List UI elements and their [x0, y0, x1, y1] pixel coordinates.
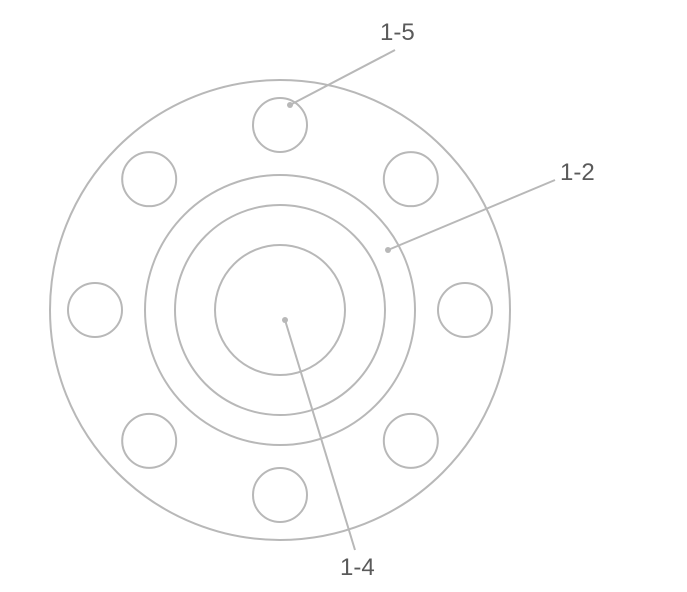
callout-annotations: 1-5 1-2 1-4: [282, 19, 595, 581]
outer-circle: [50, 80, 510, 540]
callout-line: [290, 50, 395, 105]
callout-label: 1-4: [340, 554, 375, 581]
callout-dot-icon: [287, 102, 293, 108]
bolt-hole: [384, 414, 438, 468]
callout-line: [388, 180, 555, 250]
bolt-hole: [384, 152, 438, 206]
bolt-hole: [253, 98, 307, 152]
callout-line: [285, 320, 355, 550]
callout-label: 1-5: [380, 19, 415, 46]
callout-dot-icon: [385, 247, 391, 253]
bolt-hole: [253, 468, 307, 522]
flange-shapes: [50, 80, 510, 540]
bolt-hole: [122, 414, 176, 468]
flange-diagram: 1-5 1-2 1-4: [0, 0, 687, 592]
ring-1-circle: [145, 175, 415, 445]
bolt-hole: [68, 283, 122, 337]
callout-dot-icon: [282, 317, 288, 323]
center-circle: [215, 245, 345, 375]
ring-2-circle: [175, 205, 385, 415]
callout-label: 1-2: [560, 159, 595, 186]
bolt-hole: [438, 283, 492, 337]
bolt-hole: [122, 152, 176, 206]
